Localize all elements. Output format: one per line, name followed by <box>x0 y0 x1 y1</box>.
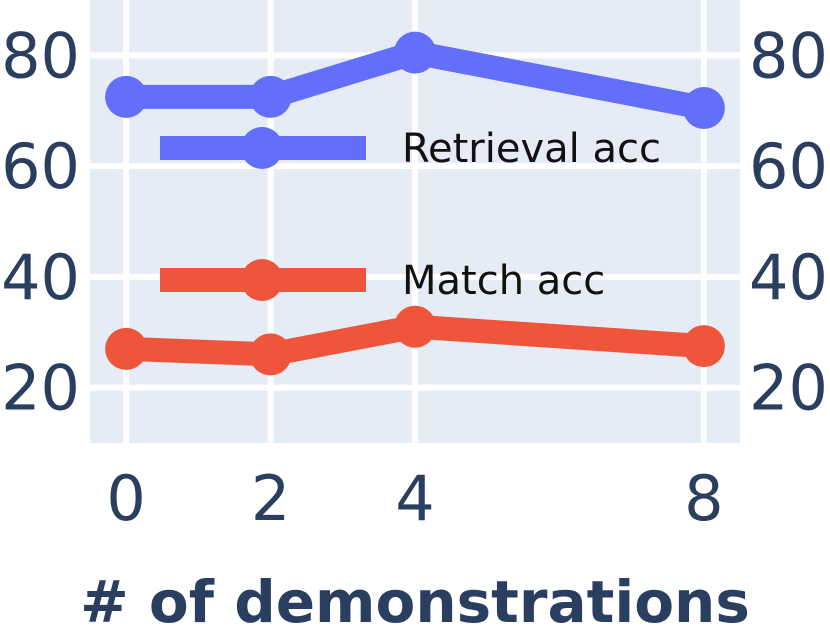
y-tick-label-right: 40 <box>749 241 828 314</box>
legend-swatch-marker <box>241 259 283 301</box>
x-axis-title: # of demonstrations <box>80 568 750 625</box>
y-tick-label: 60 <box>1 130 80 203</box>
x-tick-label: 2 <box>251 462 290 535</box>
y-tick-label: 40 <box>1 241 80 314</box>
grid <box>90 0 740 443</box>
y-tick-label-right: 20 <box>749 352 828 425</box>
data-point <box>394 31 436 74</box>
data-point <box>249 333 292 376</box>
y-axis-right: 20 40 60 80 <box>749 19 828 424</box>
y-tick-label: 80 <box>1 19 80 92</box>
legend-label: Retrieval acc <box>402 126 661 172</box>
data-point <box>249 75 292 118</box>
x-tick-label: 0 <box>106 462 145 535</box>
y-tick-label: 20 <box>1 352 80 425</box>
y-tick-label-right: 80 <box>749 19 828 92</box>
legend-label: Match acc <box>402 258 605 304</box>
series-layer <box>105 31 725 376</box>
x-axis: 0 2 4 8 <box>106 462 723 535</box>
x-tick-label: 8 <box>684 462 723 535</box>
data-point <box>105 75 148 118</box>
x-tick-label: 4 <box>395 462 434 535</box>
legend-swatch-marker <box>241 127 283 169</box>
series-line <box>114 314 716 367</box>
data-point <box>394 305 436 348</box>
data-point <box>682 325 725 368</box>
data-point <box>105 327 148 370</box>
series-line <box>114 40 716 120</box>
y-axis-left: 20 40 60 80 <box>1 19 80 424</box>
data-point <box>682 86 725 129</box>
legend: Retrieval acc Match acc <box>160 126 661 304</box>
y-tick-label-right: 60 <box>749 130 828 203</box>
